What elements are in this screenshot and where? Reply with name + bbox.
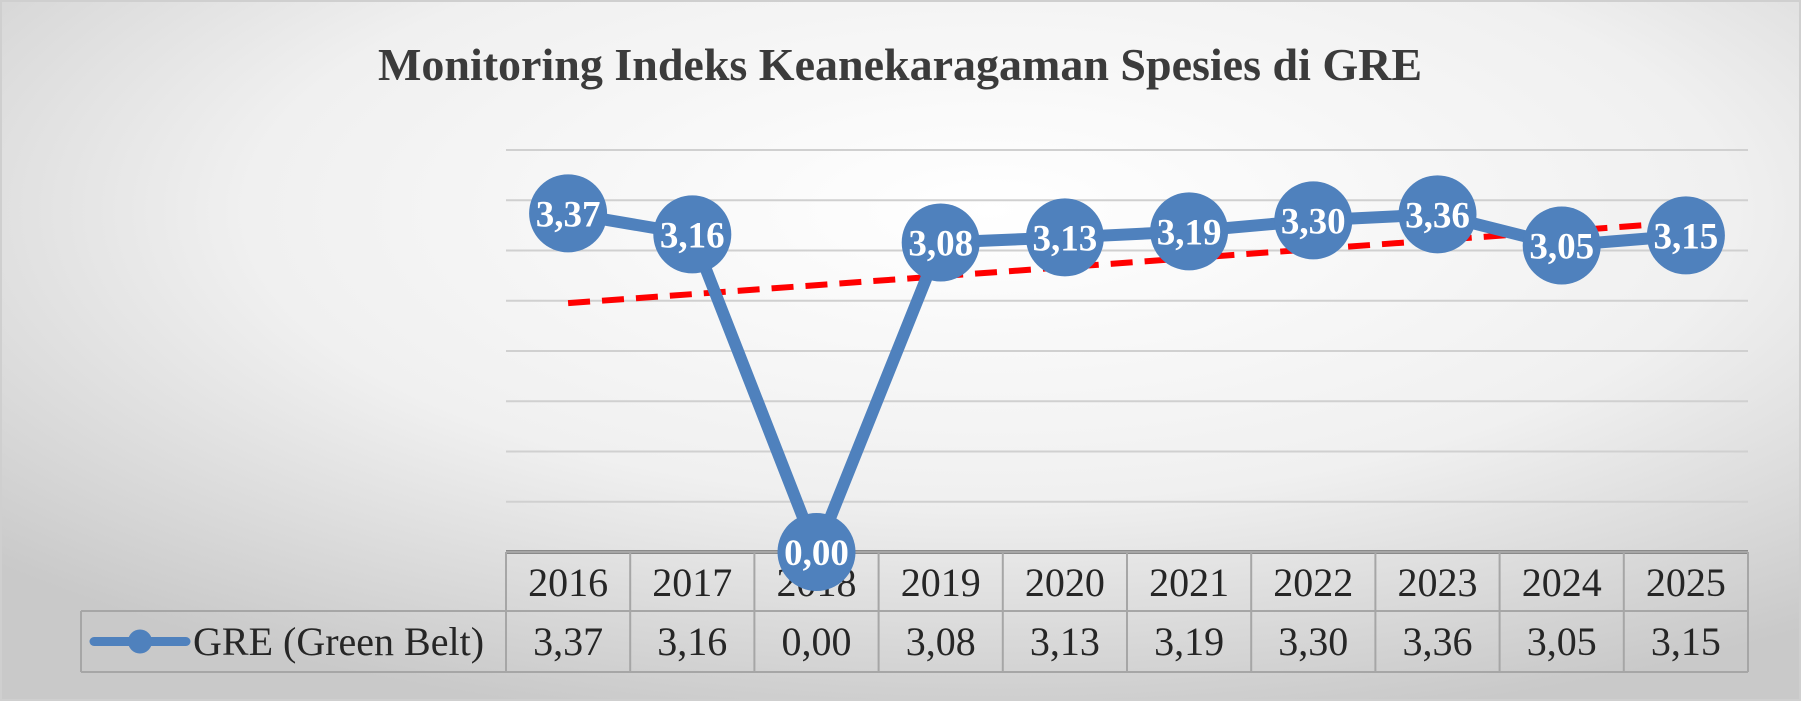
data-label: 3,13	[1033, 218, 1098, 259]
data-point	[1025, 198, 1104, 277]
data-table-value: 3,13	[1030, 619, 1100, 664]
data-table-value: 0,00	[782, 619, 852, 664]
data-point	[1646, 196, 1725, 275]
x-tick-label: 2017	[652, 560, 732, 605]
legend-label: GRE (Green Belt)	[193, 619, 484, 664]
x-tick-label: 2024	[1522, 560, 1602, 605]
data-point	[1274, 181, 1353, 260]
data-label: 3,15	[1654, 216, 1719, 257]
x-tick-label: 2020	[1025, 560, 1105, 605]
data-table-value: 3,19	[1154, 619, 1224, 664]
data-label: 3,19	[1157, 212, 1222, 253]
data-table-value: 3,08	[906, 619, 976, 664]
series-layer: 3,37 3,16 0,00 3,08 3,13 3,19 3,30 3,36 3,05 3,15	[529, 174, 1725, 591]
data-point	[529, 174, 608, 253]
data-label: 3,05	[1529, 226, 1594, 267]
data-label: 3,16	[660, 215, 725, 256]
data-table-value: 3,37	[533, 619, 603, 664]
x-tick-label: 2019	[901, 560, 981, 605]
data-table-value: 3,05	[1527, 619, 1597, 664]
chart-title: Monitoring Indeks Keanekaragaman Spesies…	[378, 39, 1422, 90]
data-point	[1150, 192, 1229, 271]
data-point	[777, 513, 856, 591]
legend-marker-swatch	[128, 629, 152, 654]
data-table-value: 3,36	[1403, 619, 1473, 664]
data-point	[653, 195, 732, 274]
x-tick-label: 2021	[1149, 560, 1229, 605]
data-point	[1522, 206, 1601, 285]
data-table-value: 3,30	[1278, 619, 1348, 664]
data-table-value: 3,16	[657, 619, 727, 664]
data-label: 3,30	[1281, 201, 1346, 242]
data-label: 3,08	[908, 223, 973, 264]
data-point	[901, 203, 980, 282]
x-tick-label: 2025	[1646, 560, 1726, 605]
x-tick-label: 2023	[1398, 560, 1478, 605]
x-tick-label: 2016	[528, 560, 608, 605]
data-label: 0,00	[784, 533, 849, 574]
data-label: 3,36	[1405, 195, 1470, 236]
data-table-value: 3,15	[1651, 619, 1721, 664]
series-line	[562, 207, 1692, 558]
x-tick-label: 2022	[1273, 560, 1353, 605]
data-point	[1398, 175, 1477, 254]
data-label: 3,37	[536, 194, 601, 235]
data-table: 20163,3720173,1620180,0020193,0820203,13…	[80, 551, 1749, 673]
